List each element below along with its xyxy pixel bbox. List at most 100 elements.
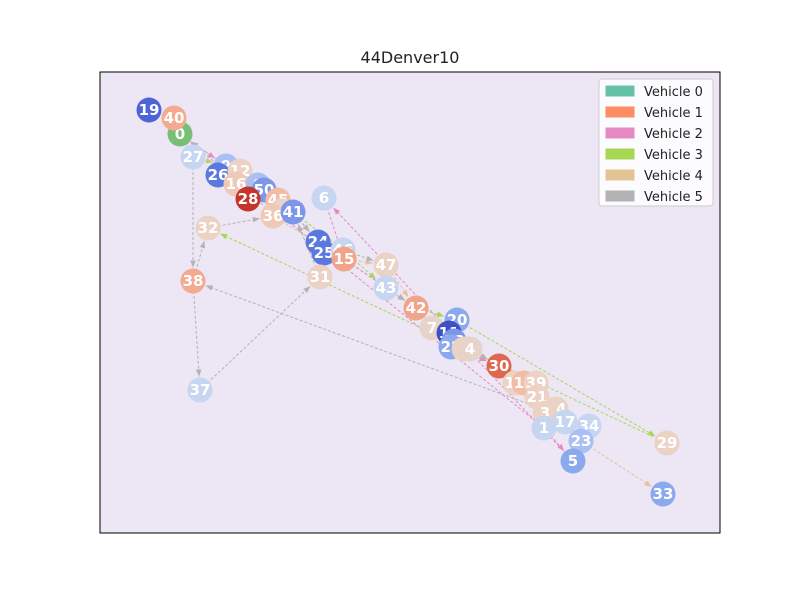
node-marker	[280, 199, 306, 225]
node-marker	[531, 415, 557, 441]
legend-label: Vehicle 5	[644, 190, 703, 205]
node-31: 31	[307, 264, 333, 290]
node-label: 29	[657, 434, 678, 452]
legend-label: Vehicle 0	[644, 85, 703, 100]
node-marker	[311, 240, 337, 266]
node-label: 17	[555, 413, 576, 431]
route-segment	[207, 216, 260, 229]
node-label: 6	[319, 189, 329, 207]
node-marker	[373, 252, 399, 278]
node-label: 27	[183, 148, 204, 166]
node-label: 5	[568, 452, 578, 470]
node-label: 25	[314, 244, 335, 262]
node-4: 4	[457, 336, 483, 362]
route-segment	[205, 285, 590, 427]
legend-swatch	[605, 169, 635, 181]
node-marker	[650, 481, 676, 507]
route-segment	[292, 211, 310, 232]
node-marker	[187, 377, 213, 403]
node-37: 37	[187, 377, 213, 403]
node-label: 40	[164, 109, 185, 127]
node-label: 3	[540, 404, 550, 422]
node-marker	[654, 430, 680, 456]
node-marker	[457, 336, 483, 362]
node-marker	[486, 353, 512, 379]
node-6: 6	[311, 185, 337, 211]
route-segment	[580, 440, 652, 488]
node-marker	[195, 215, 221, 241]
legend: Vehicle 0 Vehicle 1 Vehicle 2 Vehicle 3 Vehi…	[598, 78, 714, 207]
node-marker	[331, 246, 357, 272]
node-28: 28	[235, 186, 261, 212]
node-5: 5	[560, 448, 586, 474]
node-19: 19	[136, 97, 162, 123]
node-marker	[403, 295, 429, 321]
node-label: 4	[465, 340, 475, 358]
node-label: 36	[263, 207, 284, 225]
node-38: 38	[180, 268, 206, 294]
node-23: 23	[568, 428, 594, 454]
legend-label: Vehicle 4	[644, 169, 703, 184]
node-42: 42	[403, 295, 429, 321]
node-marker	[235, 186, 261, 212]
node-marker	[552, 409, 578, 435]
node-label: 47	[376, 256, 397, 274]
node-marker	[311, 185, 337, 211]
node-label: 43	[376, 279, 397, 297]
node-marker	[161, 105, 187, 131]
node-label: 42	[406, 299, 427, 317]
node-41: 41	[280, 199, 306, 225]
legend-swatch	[605, 148, 635, 160]
node-29: 29	[654, 430, 680, 456]
node-40: 40	[161, 105, 187, 131]
route-segment	[297, 224, 321, 278]
chart-title: 44Denver10	[361, 48, 460, 67]
node-27: 27	[180, 144, 206, 170]
node-label: 32	[198, 219, 219, 237]
node-label: 7	[427, 319, 437, 337]
node-label: 41	[283, 203, 304, 221]
node-47: 47	[373, 252, 399, 278]
node-25: 25	[311, 240, 337, 266]
nodes-layer: 0194027926121685028454436416322425461547…	[136, 97, 680, 507]
node-33: 33	[650, 481, 676, 507]
route-segment	[332, 207, 574, 462]
route-segment	[456, 319, 656, 437]
node-label: 30	[489, 357, 510, 375]
node-15: 15	[331, 246, 357, 272]
legend-swatch	[605, 127, 635, 139]
node-label: 33	[653, 485, 674, 503]
legend-label: Vehicle 2	[644, 127, 703, 142]
node-marker	[307, 264, 333, 290]
node-label: 26	[208, 166, 229, 184]
route-segment	[323, 197, 341, 247]
route-segment	[190, 142, 545, 429]
node-label: 38	[183, 272, 204, 290]
route-segment	[199, 285, 311, 391]
node-label: 19	[139, 101, 160, 119]
legend-swatch	[605, 85, 635, 97]
node-marker	[260, 203, 286, 229]
node-marker	[180, 144, 206, 170]
node-label: 31	[310, 268, 331, 286]
node-marker	[136, 97, 162, 123]
node-1: 1	[531, 415, 557, 441]
node-marker	[373, 275, 399, 301]
node-17: 17	[552, 409, 578, 435]
node-label: 15	[334, 250, 355, 268]
node-30: 30	[486, 353, 512, 379]
node-36: 36	[260, 203, 286, 229]
node-label: 28	[238, 190, 259, 208]
node-marker	[180, 268, 206, 294]
node-label: 23	[571, 432, 592, 450]
route-segment	[192, 280, 202, 377]
legend-swatch	[605, 106, 635, 118]
legend-swatch	[605, 190, 635, 202]
legend-label: Vehicle 3	[644, 148, 703, 163]
node-label: 0	[175, 125, 185, 143]
node-marker	[560, 448, 586, 474]
node-43: 43	[373, 275, 399, 301]
node-label: 37	[190, 381, 211, 399]
legend-label: Vehicle 1	[644, 106, 703, 121]
